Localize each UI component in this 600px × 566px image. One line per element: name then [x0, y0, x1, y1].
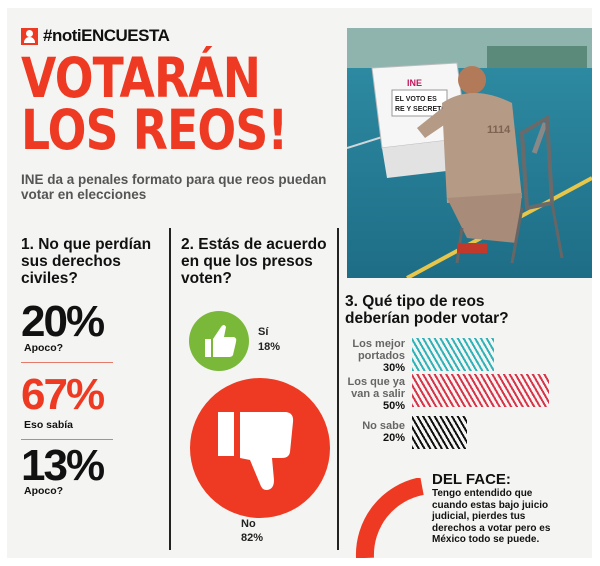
thumbs-down-icon [190, 378, 330, 518]
face-title: DEL FACE: [432, 471, 511, 488]
q1-result-1-label: Apoco? [24, 342, 64, 354]
q3-option-2-label: Los que ya van a salir 50% [339, 376, 405, 412]
q1-result-3-label: Apoco? [24, 485, 64, 497]
hashtag-tag: #notiENCUESTA [21, 26, 170, 46]
column-divider-2 [337, 228, 339, 550]
headline-line-1: VOTARÁN [21, 46, 261, 110]
q3-option-1-bar [412, 338, 494, 371]
q1-separator-1 [21, 362, 113, 363]
q1-separator-2 [21, 439, 113, 440]
q3-option-1-value: 30% [382, 362, 405, 374]
hashtag-text: #notiENCUESTA [43, 26, 170, 45]
q3-option-3-label: No sabe 20% [339, 420, 405, 444]
q1-result-3-value: 13% [21, 441, 105, 490]
q3-option-3-value: 20% [382, 432, 405, 444]
q3-option-2-bar [412, 374, 549, 407]
voting-photo: INE EL VOTO ES RE Y SECRETO 1114 [347, 28, 592, 278]
q1-result-2-value: 67% [21, 370, 105, 419]
decorative-arc [355, 478, 424, 558]
user-icon [21, 27, 38, 45]
booth-sign-line-1: EL VOTO ES [395, 96, 437, 103]
q3-option-3-bar [412, 416, 467, 449]
q3-title: 3. Qué tipo de reos deberían poder votar… [345, 293, 509, 327]
headline-line-2: LOS REOS! [21, 98, 288, 162]
q2-title: 2. Estás de acuerdo en que los presos vo… [181, 236, 327, 287]
subtitle: INE da a penales formato para que reos p… [21, 172, 327, 202]
q2-no-value: 82% [241, 532, 264, 544]
thumbs-up-icon [189, 311, 249, 371]
column-divider-1 [169, 228, 171, 550]
booth-sign-line-2: RE Y SECRETO [395, 106, 447, 113]
q1-title: 1. No que perdían sus derechos civiles? [21, 236, 152, 287]
q3-option-1-label: Los mejor portados 30% [339, 338, 405, 374]
face-text: Tengo entendido que cuando estas bajo ju… [432, 488, 551, 545]
q3-option-2-value: 50% [382, 400, 405, 412]
headline: VOTARÁN LOS REOS! [21, 46, 288, 162]
q2-no-label: No [241, 518, 256, 530]
uniform-number: 1114 [487, 124, 511, 136]
ine-logo-text: INE [407, 78, 422, 88]
q1-result-2-label: Eso sabía [24, 419, 74, 431]
q2-yes-value: 18% [258, 341, 281, 353]
q2-yes-label: Sí [258, 326, 269, 338]
q1-result-1-value: 20% [21, 297, 105, 346]
infographic-card: #notiENCUESTA VOTARÁN LOS REOS! INE da a… [7, 8, 592, 558]
